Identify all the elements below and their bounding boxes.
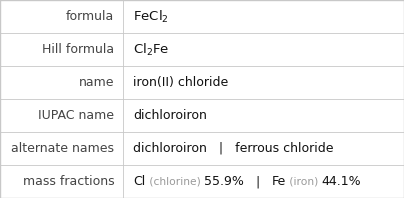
Text: |: | bbox=[244, 175, 272, 188]
Text: mass fractions: mass fractions bbox=[23, 175, 114, 188]
Text: Hill formula: Hill formula bbox=[42, 43, 114, 56]
Text: dichloroiron   |   ferrous chloride: dichloroiron | ferrous chloride bbox=[133, 142, 334, 155]
Text: $\mathrm{Cl_2Fe}$: $\mathrm{Cl_2Fe}$ bbox=[133, 41, 170, 58]
Text: 44.1%: 44.1% bbox=[322, 175, 361, 188]
Text: alternate names: alternate names bbox=[11, 142, 114, 155]
Text: (iron): (iron) bbox=[286, 176, 322, 187]
Text: Fe: Fe bbox=[272, 175, 286, 188]
Text: (chlorine): (chlorine) bbox=[145, 176, 204, 187]
Text: dichloroiron: dichloroiron bbox=[133, 109, 207, 122]
Text: formula: formula bbox=[66, 10, 114, 23]
Text: name: name bbox=[79, 76, 114, 89]
Text: $\mathrm{FeCl_2}$: $\mathrm{FeCl_2}$ bbox=[133, 9, 169, 25]
Text: Cl: Cl bbox=[133, 175, 145, 188]
Text: iron(II) chloride: iron(II) chloride bbox=[133, 76, 229, 89]
Text: 55.9%: 55.9% bbox=[204, 175, 244, 188]
Text: IUPAC name: IUPAC name bbox=[38, 109, 114, 122]
